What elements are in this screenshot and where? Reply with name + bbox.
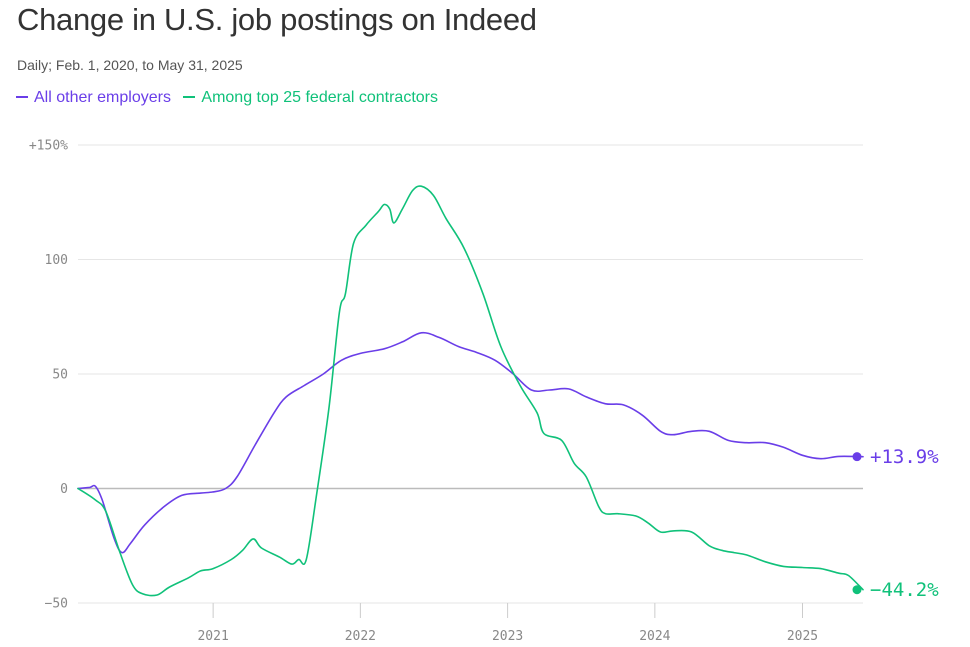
legend-swatch-federal [183,95,196,98]
legend-label-all-other: All other employers [34,89,171,106]
legend-item-federal: Among top 25 federal contractors [183,89,438,107]
y-tick-label: −50 [45,597,68,612]
end-point-federal [852,585,862,595]
x-tick-label: 2023 [492,629,523,644]
chart-subtitle: Daily; Feb. 1, 2020, to May 31, 2025 [17,57,243,73]
y-tick-label: 0 [60,482,68,497]
x-tick-label: 2025 [787,629,818,644]
legend-item-all-other: All other employers [16,89,171,107]
y-tick-label: 50 [52,368,68,383]
x-tick-label: 2024 [639,629,670,644]
x-tick-label: 2021 [197,629,228,644]
series-line-all-other [77,331,864,554]
end-label-all-other: +13.9% [870,446,939,468]
y-tick-label: 100 [45,253,68,268]
end-point-all-other [852,452,862,462]
legend-swatch-all-other [16,95,28,98]
x-tick-label: 2022 [345,629,376,644]
legend-label-federal: Among top 25 federal contractors [201,89,438,106]
series-line-federal [77,185,864,597]
end-label-federal: −44.2% [870,579,939,601]
legend: All other employers Among top 25 federal… [16,89,446,107]
chart-title: Change in U.S. job postings on Indeed [17,2,537,37]
y-tick-label: +150% [29,139,68,154]
